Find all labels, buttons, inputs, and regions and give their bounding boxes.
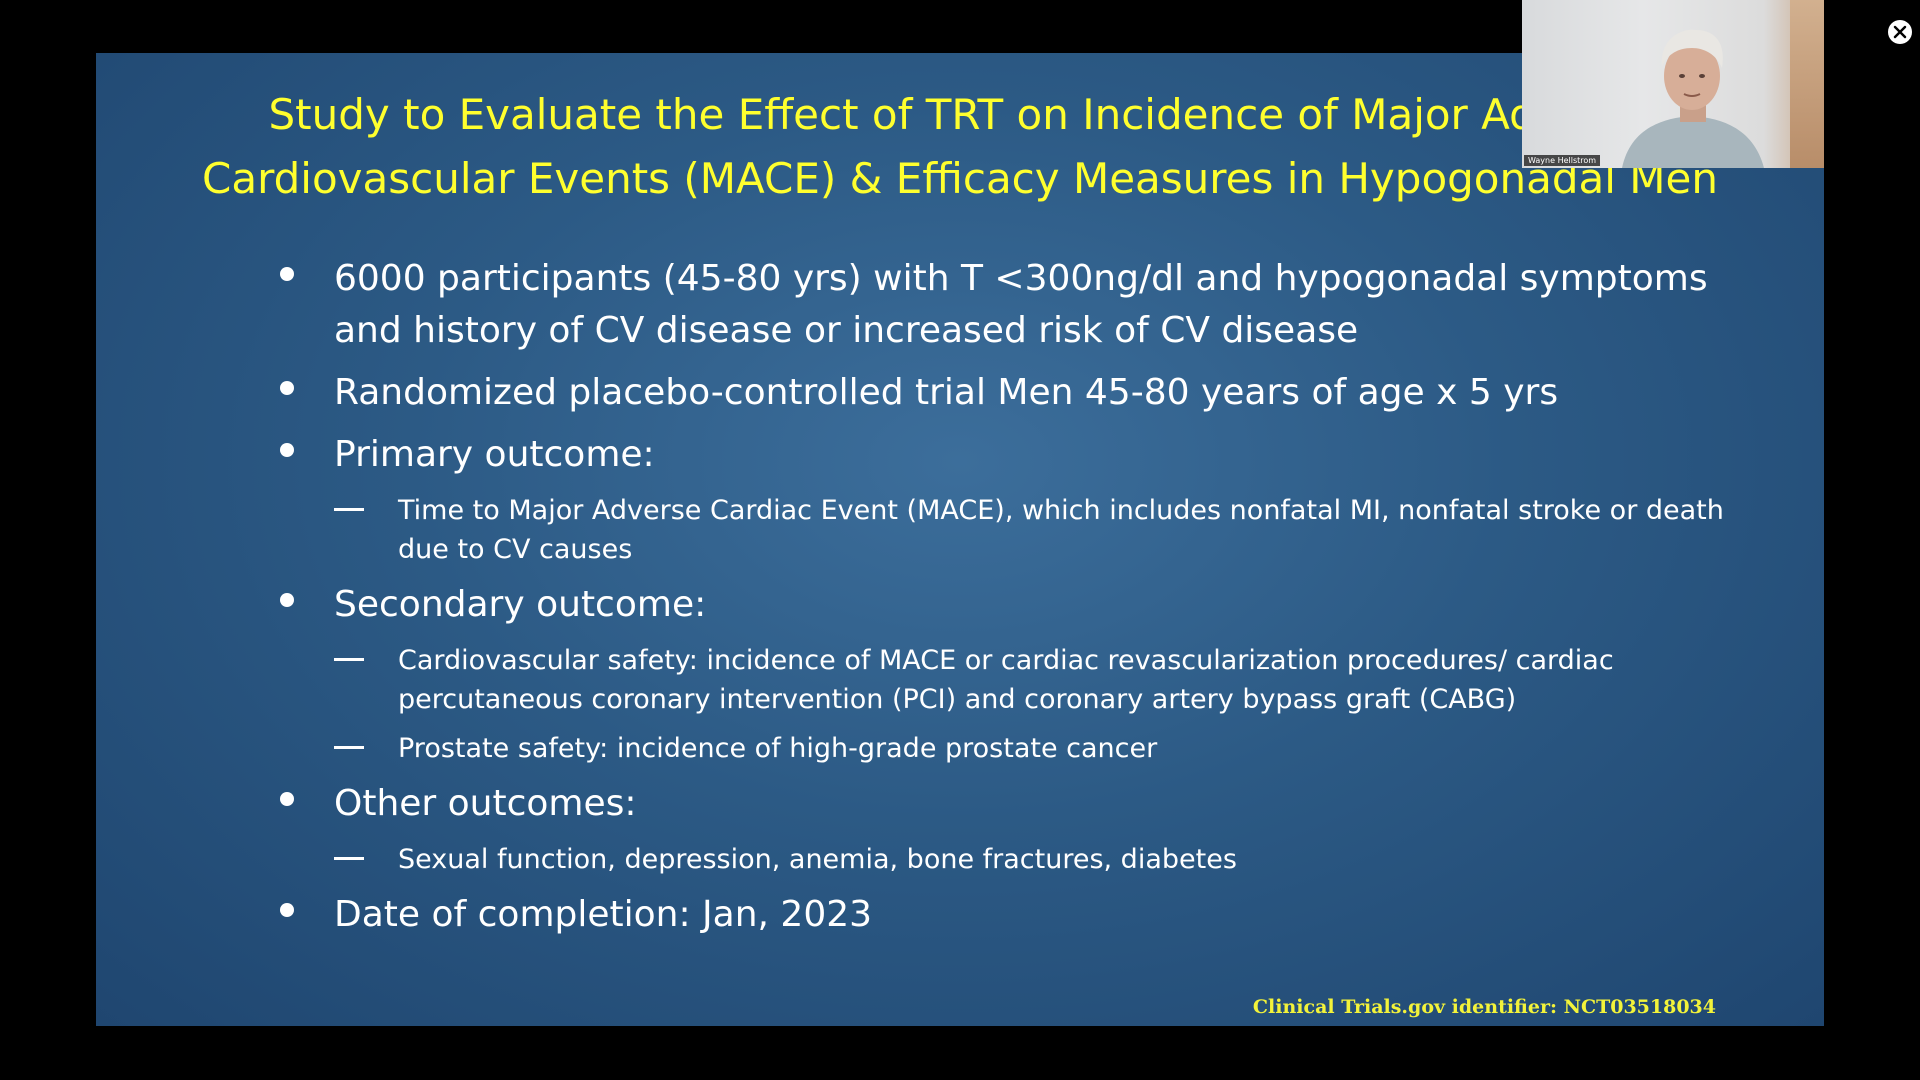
- webcam-background: [1790, 0, 1824, 168]
- dash-icon: [334, 508, 364, 511]
- bullet-text: Secondary outcome:: [334, 584, 707, 625]
- sub-bullet-item: Sexual function, depression, anemia, bon…: [280, 840, 1740, 879]
- sub-bullet-item: Time to Major Adverse Cardiac Event (MAC…: [280, 491, 1740, 569]
- sub-bullet-text: Sexual function, depression, anemia, bon…: [398, 844, 1237, 875]
- slide-title: Study to Evaluate the Effect of TRT on I…: [96, 83, 1824, 211]
- bullet-dot-icon: [280, 267, 294, 281]
- dash-icon: [334, 857, 364, 860]
- bullet-dot-icon: [280, 903, 294, 917]
- bullet-item: Secondary outcome:: [280, 579, 1740, 631]
- dash-icon: [334, 746, 364, 749]
- speaker-video-icon: [1622, 29, 1764, 168]
- bullet-item: Primary outcome:: [280, 429, 1740, 481]
- bullet-dot-icon: [280, 593, 294, 607]
- bullet-text: 6000 participants (45-80 yrs) with T <30…: [334, 258, 1708, 351]
- bullet-text: Date of completion: Jan, 2023: [334, 894, 873, 935]
- dash-icon: [334, 658, 364, 661]
- close-icon: [1893, 25, 1907, 39]
- bullet-dot-icon: [280, 381, 294, 395]
- bullet-dot-icon: [280, 792, 294, 806]
- sub-bullet-text: Time to Major Adverse Cardiac Event (MAC…: [398, 495, 1724, 565]
- bullet-item: 6000 participants (45-80 yrs) with T <30…: [280, 253, 1740, 357]
- trial-identifier: Clinical Trials.gov identifier: NCT03518…: [1252, 996, 1716, 1018]
- sub-bullet-item: Cardiovascular safety: incidence of MACE…: [280, 641, 1740, 719]
- slide-title-line-2: Cardiovascular Events (MACE) & Efficacy …: [202, 154, 1718, 203]
- bullet-list: 6000 participants (45-80 yrs) with T <30…: [280, 253, 1740, 951]
- bullet-dot-icon: [280, 443, 294, 457]
- bullet-item: Randomized placebo-controlled trial Men …: [280, 367, 1740, 419]
- sub-bullet-item: Prostate safety: incidence of high-grade…: [280, 729, 1740, 768]
- bullet-text: Other outcomes:: [334, 783, 637, 824]
- participant-name-tag: Wayne Hellstrom: [1524, 155, 1601, 166]
- close-button[interactable]: [1888, 20, 1912, 44]
- bullet-item: Other outcomes:: [280, 778, 1740, 830]
- bullet-text: Randomized placebo-controlled trial Men …: [334, 372, 1559, 413]
- sub-bullet-text: Cardiovascular safety: incidence of MACE…: [398, 645, 1614, 715]
- bullet-item: Date of completion: Jan, 2023: [280, 889, 1740, 941]
- speaker-webcam-tile[interactable]: Wayne Hellstrom: [1522, 0, 1824, 168]
- slide-title-line-1: Study to Evaluate the Effect of TRT on I…: [268, 90, 1652, 139]
- presentation-slide: Study to Evaluate the Effect of TRT on I…: [96, 53, 1824, 1026]
- bullet-text: Primary outcome:: [334, 434, 655, 475]
- sub-bullet-text: Prostate safety: incidence of high-grade…: [398, 733, 1158, 764]
